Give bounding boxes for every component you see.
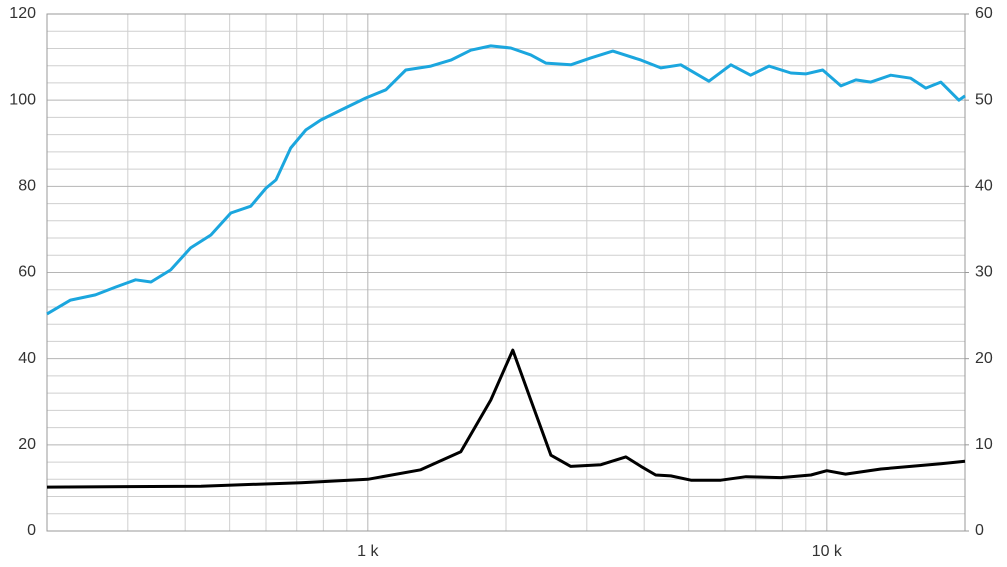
y2-tick-label: 10 bbox=[975, 436, 993, 453]
y2-tick-label: 50 bbox=[975, 91, 993, 108]
y2-tick-label: 20 bbox=[975, 350, 993, 367]
series-line bbox=[46, 44, 966, 316]
x-tick-label: 1 k bbox=[357, 543, 379, 560]
y2-tick-label: 30 bbox=[975, 264, 993, 281]
y-tick-label: 40 bbox=[18, 350, 36, 367]
y2-tick-label: 0 bbox=[975, 522, 984, 539]
y-tick-label: 100 bbox=[9, 91, 36, 108]
y2-tick-label: 60 bbox=[975, 5, 993, 22]
x-tick-label: 10 k bbox=[812, 543, 843, 560]
plot-border bbox=[46, 13, 966, 532]
y-tick-label: 60 bbox=[18, 264, 36, 281]
y2-tick-label: 40 bbox=[975, 178, 993, 195]
y-tick-label: 0 bbox=[27, 522, 36, 539]
y-tick-label: 120 bbox=[9, 5, 36, 22]
y-tick-label: 20 bbox=[18, 436, 36, 453]
y-tick-label: 80 bbox=[18, 178, 36, 195]
series-line bbox=[46, 348, 966, 489]
